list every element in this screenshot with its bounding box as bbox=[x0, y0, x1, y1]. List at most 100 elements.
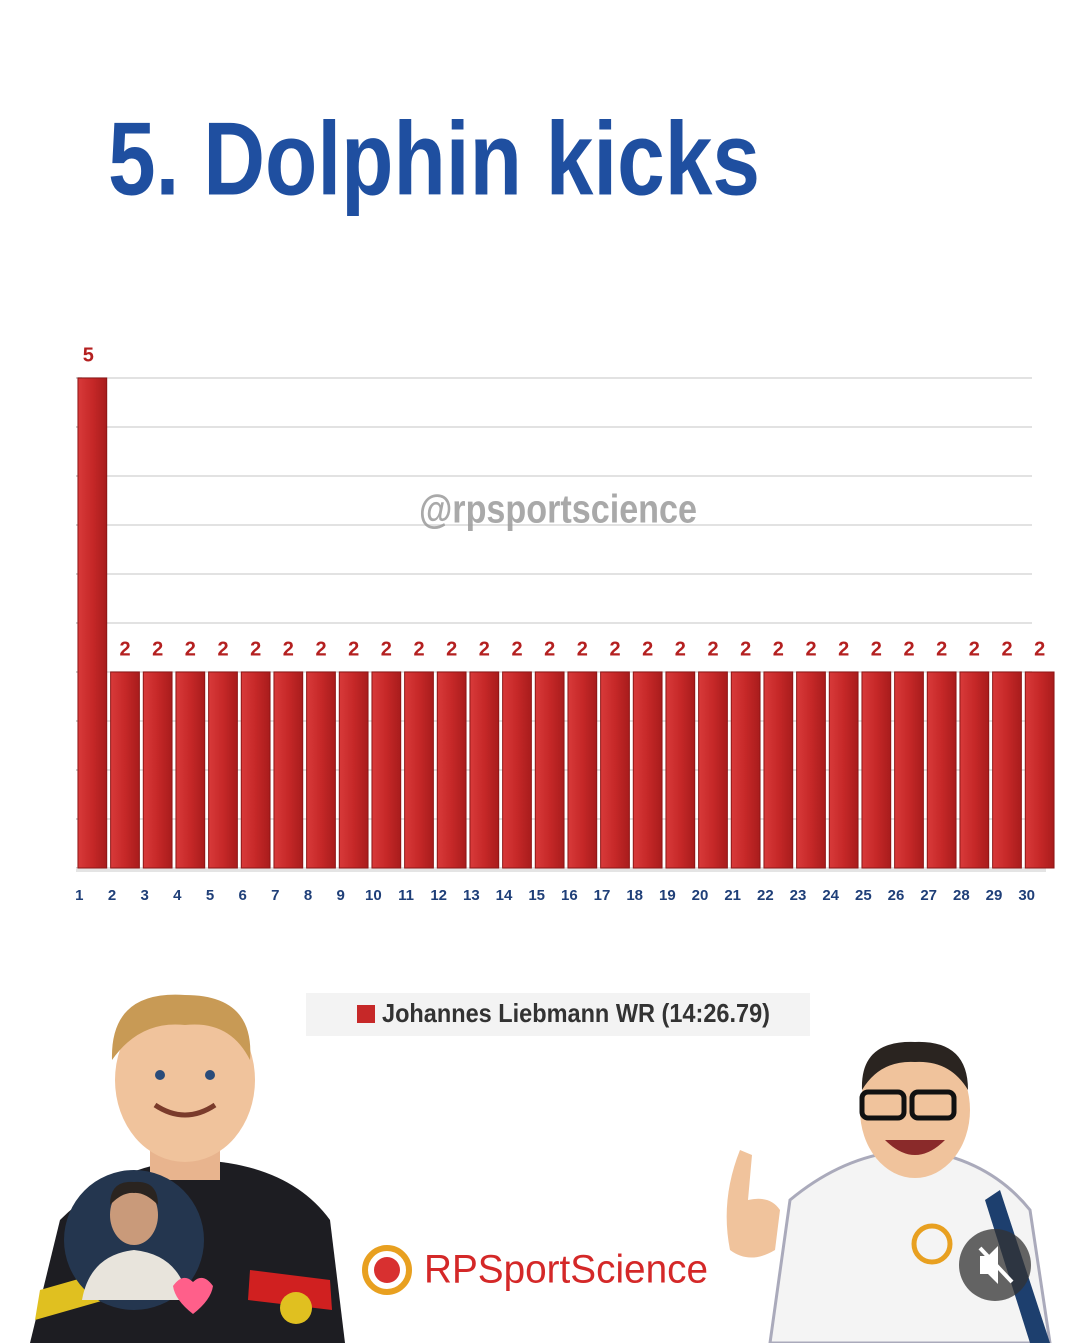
chart-title: 5. Dolphin kicks bbox=[108, 101, 760, 217]
x-tick-label: 20 bbox=[692, 887, 709, 904]
data-label: 2 bbox=[250, 638, 261, 660]
bar bbox=[338, 671, 369, 869]
bar bbox=[436, 671, 467, 869]
data-label: 2 bbox=[185, 638, 196, 660]
data-label: 2 bbox=[903, 638, 914, 660]
brand-name: RPSportScience bbox=[424, 1248, 708, 1292]
data-label: 2 bbox=[217, 638, 228, 660]
x-tick-label: 1 bbox=[75, 887, 83, 904]
bar bbox=[240, 671, 271, 869]
data-label: 2 bbox=[805, 638, 816, 660]
legend-box bbox=[306, 993, 810, 1036]
data-label: 2 bbox=[969, 638, 980, 660]
bar bbox=[600, 671, 630, 869]
x-tick-label: 19 bbox=[659, 887, 676, 904]
legend-swatch bbox=[357, 1005, 375, 1023]
data-label: 2 bbox=[871, 638, 882, 660]
x-tick-label: 8 bbox=[304, 887, 312, 904]
x-tick-label: 5 bbox=[206, 887, 214, 904]
x-tick-label: 24 bbox=[822, 887, 839, 904]
bar bbox=[861, 671, 892, 869]
watermark: @rpsportscience bbox=[419, 488, 697, 532]
x-tick-label: 2 bbox=[108, 887, 116, 904]
x-tick-label: 29 bbox=[986, 887, 1003, 904]
x-tick-label: 11 bbox=[398, 887, 414, 904]
bar bbox=[796, 671, 826, 869]
bar bbox=[534, 671, 565, 869]
x-tick-label: 30 bbox=[1018, 887, 1035, 904]
bar bbox=[306, 671, 336, 869]
data-label: 2 bbox=[1034, 638, 1045, 660]
data-label: 2 bbox=[936, 638, 947, 660]
bar bbox=[959, 671, 990, 869]
legend-label: Johannes Liebmann WR (14:26.79) bbox=[382, 998, 770, 1028]
avatar bbox=[64, 1170, 213, 1314]
bar bbox=[273, 671, 304, 869]
x-tick-label: 25 bbox=[855, 887, 872, 904]
data-label: 2 bbox=[315, 638, 326, 660]
bar bbox=[404, 671, 434, 869]
x-tick-label: 22 bbox=[757, 887, 774, 904]
data-label: 2 bbox=[479, 638, 490, 660]
x-tick-label: 21 bbox=[724, 887, 741, 904]
bar bbox=[828, 671, 859, 869]
data-label: 2 bbox=[283, 638, 294, 660]
x-tick-label: 7 bbox=[271, 887, 279, 904]
data-label: 2 bbox=[446, 638, 457, 660]
bar bbox=[698, 671, 728, 869]
bar bbox=[665, 671, 696, 869]
data-label: 2 bbox=[381, 638, 392, 660]
bar bbox=[567, 671, 598, 869]
bar bbox=[730, 671, 761, 869]
x-tick-label: 27 bbox=[920, 887, 937, 904]
bar bbox=[502, 671, 532, 869]
x-tick-label: 14 bbox=[496, 887, 513, 904]
bar bbox=[142, 671, 173, 869]
bar bbox=[1024, 671, 1055, 869]
data-label: 2 bbox=[119, 638, 130, 660]
data-label: 2 bbox=[642, 638, 653, 660]
x-tick-label: 3 bbox=[140, 887, 148, 904]
x-tick-label: 15 bbox=[528, 887, 545, 904]
data-label: 2 bbox=[1001, 638, 1012, 660]
bar bbox=[175, 671, 206, 869]
data-label: 2 bbox=[707, 638, 718, 660]
mute-button[interactable] bbox=[959, 1229, 1031, 1301]
bar bbox=[763, 671, 794, 869]
x-tick-label: 17 bbox=[594, 887, 611, 904]
bar bbox=[632, 671, 663, 869]
data-label: 2 bbox=[348, 638, 359, 660]
data-label: 2 bbox=[838, 638, 849, 660]
data-label: 2 bbox=[740, 638, 751, 660]
data-label: 5 bbox=[83, 344, 94, 366]
x-tick-label: 9 bbox=[336, 887, 344, 904]
data-label: 2 bbox=[544, 638, 555, 660]
data-label: 2 bbox=[511, 638, 522, 660]
x-tick-label: 13 bbox=[463, 887, 480, 904]
x-tick-label: 16 bbox=[561, 887, 578, 904]
data-label: 2 bbox=[152, 638, 163, 660]
x-tick-label: 4 bbox=[173, 887, 182, 904]
x-tick-label: 26 bbox=[888, 887, 905, 904]
plot: 1522324252627282921021121221321421521621… bbox=[75, 344, 1055, 904]
bar bbox=[77, 377, 108, 869]
bar bbox=[469, 671, 500, 869]
data-label: 2 bbox=[773, 638, 784, 660]
x-tick-label: 12 bbox=[430, 887, 447, 904]
bar bbox=[894, 671, 924, 869]
x-tick-label: 6 bbox=[238, 887, 246, 904]
x-tick-label: 18 bbox=[626, 887, 643, 904]
x-tick-label: 10 bbox=[365, 887, 382, 904]
bar bbox=[371, 671, 402, 869]
bar bbox=[110, 671, 140, 869]
data-label: 2 bbox=[609, 638, 620, 660]
bar bbox=[992, 671, 1022, 869]
data-label: 2 bbox=[675, 638, 686, 660]
brand-logo bbox=[362, 1245, 412, 1295]
bar bbox=[926, 671, 957, 869]
x-tick-label: 23 bbox=[790, 887, 807, 904]
data-label: 2 bbox=[577, 638, 588, 660]
